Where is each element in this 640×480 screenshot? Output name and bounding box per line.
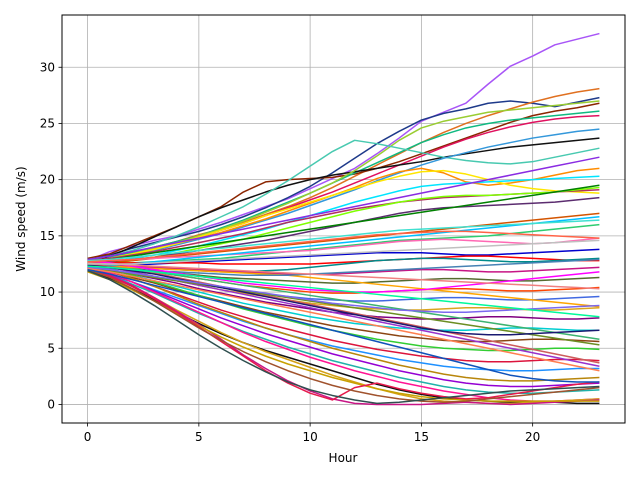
- y-tick-label-6: 30: [40, 60, 55, 74]
- series-line-55: [87, 264, 600, 336]
- series-line-22: [87, 263, 600, 275]
- series-line-41: [87, 267, 600, 401]
- series-line-51: [87, 216, 600, 267]
- series-line-53: [87, 267, 600, 346]
- series-line-12: [87, 175, 600, 265]
- series-line-31: [87, 265, 600, 363]
- x-tick-label-3: 15: [414, 430, 429, 444]
- y-tick-label-1: 5: [47, 341, 55, 355]
- series-line-58: [87, 230, 600, 263]
- series-line-59: [87, 265, 600, 318]
- series-line-57: [87, 219, 600, 262]
- x-axis-label: Hour: [329, 451, 358, 465]
- y-tick-label-5: 25: [40, 116, 55, 130]
- plot-frame: [61, 14, 626, 424]
- y-tick-label-0: 0: [47, 397, 55, 411]
- series-lines: [87, 32, 600, 406]
- series-line-54: [87, 262, 600, 290]
- series-line-8: [87, 139, 600, 261]
- series-line-4: [87, 110, 600, 262]
- series-line-46: [87, 264, 600, 308]
- series-line-50: [87, 156, 600, 261]
- series-line-42: [87, 268, 600, 403]
- x-tick-label-1: 5: [195, 430, 203, 444]
- series-line-52: [87, 263, 600, 364]
- series-line-18: [87, 237, 600, 263]
- series-line-36: [87, 265, 600, 402]
- series-line-61: [87, 267, 600, 372]
- x-tick-label-0: 0: [84, 430, 92, 444]
- series-line-29: [87, 266, 600, 343]
- y-tick-label-4: 20: [40, 173, 55, 187]
- series-line-34: [87, 266, 600, 388]
- y-axis-label: Wind speed (m/s): [14, 166, 28, 271]
- series-line-62: [87, 268, 600, 383]
- x-axis-ticks: 0 5 10 15 20: [84, 423, 540, 444]
- y-axis-ticks: 0 5 10 15 20 25 30: [40, 60, 62, 411]
- y-tick-label-3: 15: [40, 229, 55, 243]
- series-line-32: [87, 268, 600, 372]
- y-tick-label-2: 10: [40, 285, 55, 299]
- series-line-38: [87, 268, 600, 405]
- series-line-20: [87, 255, 600, 265]
- series-line-33: [87, 264, 600, 382]
- series-line-45: [87, 262, 600, 341]
- series-line-11: [87, 169, 600, 263]
- x-tick-label-4: 20: [525, 430, 540, 444]
- series-line-28: [87, 264, 600, 332]
- series-line-39: [87, 266, 600, 406]
- series-line-6: [87, 137, 600, 265]
- series-line-60: [87, 239, 600, 265]
- series-line-27: [87, 265, 600, 320]
- x-tick-label-2: 10: [302, 430, 317, 444]
- series-line-56: [87, 266, 600, 314]
- series-line-16: [87, 212, 600, 265]
- series-line-49: [87, 184, 600, 263]
- series-line-40: [87, 271, 600, 402]
- series-line-43: [87, 270, 600, 405]
- series-line-9: [87, 128, 600, 266]
